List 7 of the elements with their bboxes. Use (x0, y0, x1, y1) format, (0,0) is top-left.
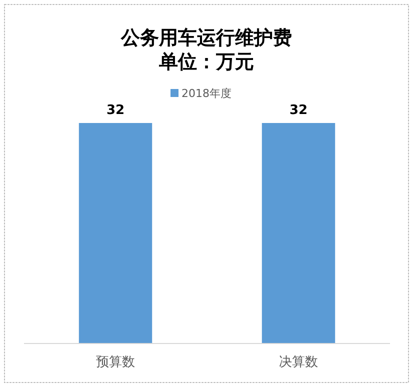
legend-label: 2018年度 (182, 87, 232, 100)
x-tick-label: 决算数 (279, 355, 318, 370)
chart-title: 公务用车运行维护费 (120, 27, 292, 49)
x-tick-label: 预算数 (96, 355, 135, 370)
data-label: 32 (106, 103, 125, 118)
chart-subtitle: 单位：万元 (158, 51, 254, 73)
data-label: 32 (289, 103, 308, 118)
